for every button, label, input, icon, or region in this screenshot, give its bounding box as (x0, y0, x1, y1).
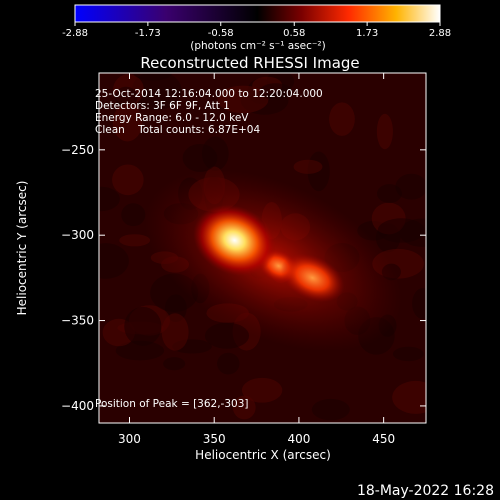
background-mottle (293, 159, 323, 174)
background-mottle (115, 340, 165, 361)
colorbar-units: (photons cm⁻² s⁻¹ asec⁻²) (190, 40, 325, 52)
source-layer (144, 170, 403, 352)
background-mottle (217, 85, 269, 114)
background-mottle (241, 377, 283, 403)
background-mottle (133, 73, 173, 81)
colorbar-tick-label: -0.58 (208, 28, 234, 39)
colorbar-tick-label: -2.88 (62, 28, 88, 39)
y-axis-label: Heliocentric Y (arcsec) (15, 181, 29, 316)
background-mottle (131, 73, 182, 111)
background-mottle (124, 306, 162, 346)
background-mottle (217, 352, 240, 375)
background-mottle (163, 357, 186, 371)
background-mottle (412, 288, 426, 320)
annotation-detectors: Detectors: 3F 6F 9F, Att 1 (95, 100, 230, 112)
x-axis-ticks: 300 350 400 450 (118, 73, 395, 446)
background-mottle (377, 184, 402, 203)
background-mottle (182, 143, 218, 172)
annotation-counts: Clean Total counts: 6.87E+04 (95, 124, 260, 136)
chart-title: Reconstructed RHESSI Image (140, 54, 359, 72)
background-mottle (392, 380, 426, 414)
y-tick-label: −300 (61, 228, 94, 242)
background-mottle (395, 173, 426, 200)
background-mottle (329, 102, 355, 136)
plot-frame (98, 72, 427, 424)
background-mottle (377, 218, 425, 243)
background-mottle (232, 395, 256, 420)
emission-source (280, 253, 345, 302)
background-mottle (114, 86, 138, 108)
colorbar-tick-label: -1.73 (135, 28, 161, 39)
y-tick-label: −250 (61, 143, 94, 157)
background-mottle (161, 313, 189, 351)
background-mottle (112, 103, 143, 142)
background-mottle (99, 186, 120, 212)
annotation-energy: Energy Range: 6.0 - 12.0 keV (95, 112, 249, 124)
x-tick-label: 300 (118, 432, 141, 446)
background-mottle (121, 203, 146, 227)
colorbar-tick-label: 0.58 (283, 28, 305, 39)
background-mottle (259, 83, 293, 100)
emission-source (193, 204, 276, 276)
peak-position-label: Position of Peak = [362,-303] (95, 398, 249, 410)
x-axis-label: Heliocentric X (arcsec) (195, 448, 331, 462)
x-tick-label: 400 (287, 432, 310, 446)
colorbar-tick-label: 2.88 (429, 28, 451, 39)
y-tick-label: −350 (61, 314, 94, 328)
y-tick-label: −400 (61, 399, 94, 413)
background-mottle (119, 234, 151, 247)
background-mottle (311, 398, 350, 421)
annotation-time: 25-Oct-2014 12:16:04.000 to 12:20:04.000 (95, 88, 323, 100)
background-mottle (376, 113, 393, 150)
background-mottle (392, 346, 424, 362)
background-mottle (99, 243, 129, 279)
x-tick-label: 350 (203, 432, 226, 446)
colorbar-ticks: -2.88 -1.73 -0.58 0.58 1.73 2.88 (62, 22, 451, 39)
colorbar (74, 4, 441, 23)
background-mottle (112, 164, 144, 196)
background-mottle (204, 322, 250, 349)
x-tick-label: 450 (372, 432, 395, 446)
colorbar-tick-label: 1.73 (356, 28, 378, 39)
footer-date: 18-May-2022 16:28 (357, 483, 494, 499)
y-axis-ticks: −250 −300 −350 −400 (61, 143, 426, 413)
